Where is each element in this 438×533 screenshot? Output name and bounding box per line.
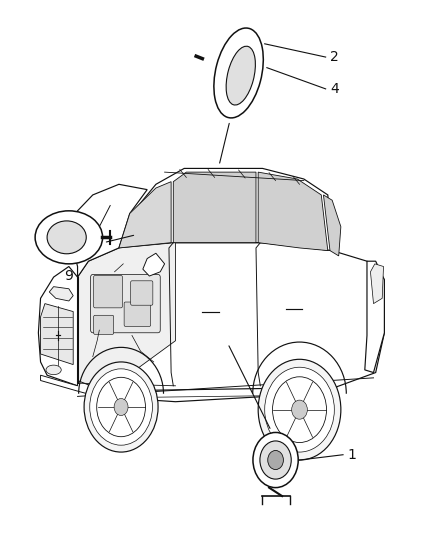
Polygon shape — [365, 261, 385, 373]
Circle shape — [258, 359, 341, 460]
Ellipse shape — [35, 211, 102, 264]
Polygon shape — [323, 195, 341, 256]
Text: 4: 4 — [330, 82, 339, 96]
Text: 9: 9 — [64, 269, 73, 283]
Ellipse shape — [47, 221, 86, 254]
FancyBboxPatch shape — [94, 316, 114, 334]
Circle shape — [253, 432, 298, 488]
Circle shape — [90, 369, 152, 445]
Polygon shape — [78, 243, 176, 391]
Text: 2: 2 — [330, 50, 339, 64]
Circle shape — [268, 450, 283, 470]
Circle shape — [114, 399, 128, 416]
Ellipse shape — [46, 365, 61, 375]
Polygon shape — [143, 253, 165, 276]
Polygon shape — [119, 168, 332, 251]
FancyBboxPatch shape — [131, 281, 153, 305]
Polygon shape — [41, 375, 97, 397]
Polygon shape — [49, 287, 73, 301]
FancyBboxPatch shape — [91, 274, 160, 333]
Ellipse shape — [214, 28, 263, 118]
FancyBboxPatch shape — [124, 302, 151, 326]
Polygon shape — [119, 182, 171, 248]
Polygon shape — [41, 304, 73, 365]
Ellipse shape — [226, 46, 255, 105]
Polygon shape — [39, 266, 78, 386]
Circle shape — [260, 441, 291, 479]
Polygon shape — [69, 184, 147, 277]
Polygon shape — [371, 264, 384, 304]
Polygon shape — [78, 243, 385, 402]
Polygon shape — [258, 172, 328, 251]
Polygon shape — [173, 172, 256, 243]
Circle shape — [84, 362, 158, 452]
Circle shape — [292, 400, 307, 419]
FancyBboxPatch shape — [94, 276, 122, 308]
Text: 1: 1 — [347, 448, 356, 462]
Circle shape — [265, 367, 334, 452]
